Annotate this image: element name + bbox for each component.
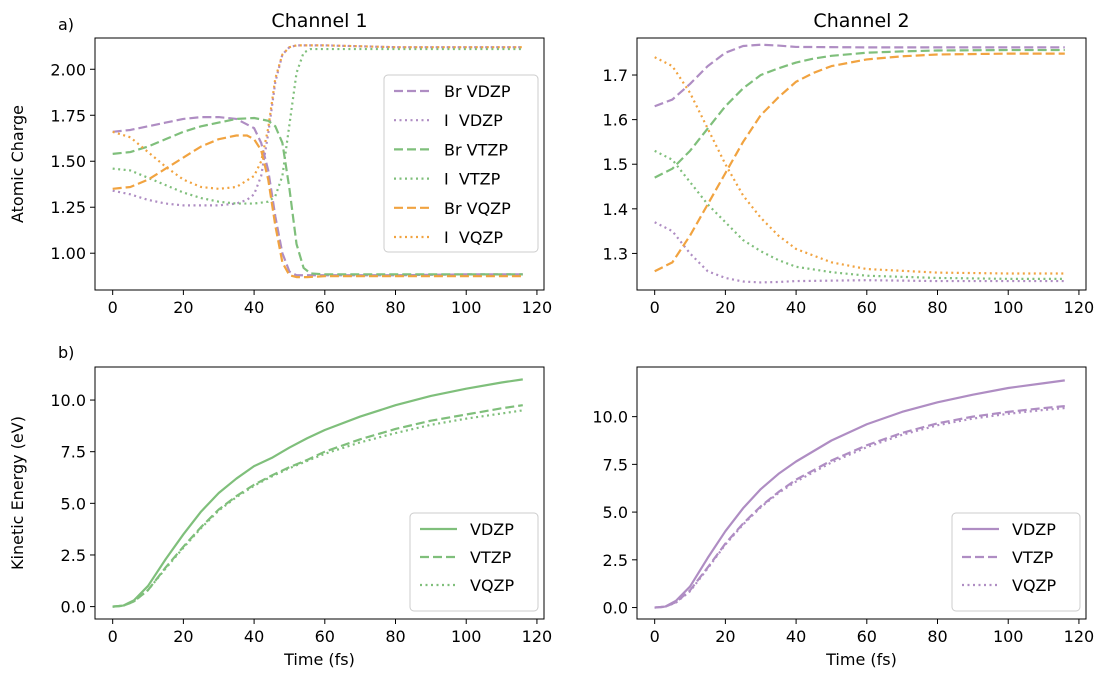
x-axis-label: Time (fs) bbox=[283, 650, 355, 669]
series-line-i-vdzp bbox=[654, 221, 1065, 284]
series-line-vqzp bbox=[654, 406, 1065, 609]
plot-frame bbox=[94, 366, 545, 620]
x-tick-label: 60 bbox=[315, 298, 335, 317]
x-tick-label: 20 bbox=[715, 298, 735, 317]
legend-label: VQZP bbox=[1012, 576, 1057, 595]
y-tick-label: 1.4 bbox=[603, 200, 628, 219]
legend-label: VQZP bbox=[470, 576, 515, 595]
x-tick-label: 60 bbox=[857, 627, 877, 646]
chart-title: Channel 2 bbox=[813, 10, 909, 32]
x-tick-label: 100 bbox=[451, 298, 482, 317]
legend: Br VDZP I VDZP Br VTZP I VTZP Br VQZP I VQZP bbox=[383, 74, 539, 253]
series-line-i-vdzp bbox=[112, 44, 523, 207]
legend-box bbox=[383, 74, 539, 253]
y-tick-label: 1.00 bbox=[50, 244, 86, 263]
legend-label: VDZP bbox=[470, 520, 514, 539]
x-tick-label: 120 bbox=[1064, 298, 1095, 317]
x-tick-label: 0 bbox=[108, 627, 118, 646]
y-tick-label: 1.25 bbox=[50, 198, 86, 217]
legend-label: Br VTZP bbox=[444, 140, 508, 159]
y-tick-label: 2.5 bbox=[61, 546, 86, 565]
x-tick-label: 60 bbox=[857, 298, 877, 317]
legend: VDZP VTZP VQZP bbox=[951, 512, 1081, 612]
x-tick-label: 20 bbox=[173, 627, 193, 646]
legend-label: VTZP bbox=[470, 548, 512, 567]
series-line-br-vdzp bbox=[654, 43, 1065, 108]
y-tick-label: 1.75 bbox=[50, 106, 86, 125]
y-tick-label: 1.7 bbox=[603, 66, 628, 85]
y-axis-label: Atomic Charge bbox=[8, 105, 27, 223]
x-tick-label: 80 bbox=[927, 627, 947, 646]
y-tick-label: 5.0 bbox=[61, 494, 86, 513]
x-tick-label: 0 bbox=[650, 627, 660, 646]
series-line-i-vqzp bbox=[112, 44, 523, 190]
plot-frame bbox=[94, 37, 545, 291]
y-tick-label: 7.5 bbox=[61, 443, 86, 462]
chart-kinetic-energy-channel-1: 0 20 40 60 80 100 120 0.0 2.5 5.0 7.5 10.0 Time (fs)… bbox=[8, 366, 553, 669]
series-line-br-vqzp bbox=[112, 134, 523, 279]
y-tick-label: 0.0 bbox=[61, 598, 86, 617]
series-line-vdzp bbox=[112, 378, 523, 608]
legend-label: I VDZP bbox=[444, 111, 503, 130]
x-tick-label: 0 bbox=[108, 298, 118, 317]
chart-kinetic-energy-channel-2: 0 20 40 60 80 100 120 0.0 2.5 5.0 7.5 10.0 Time (fs)… bbox=[592, 366, 1095, 669]
y-tick-label: 7.5 bbox=[603, 455, 628, 474]
x-tick-label: 100 bbox=[993, 627, 1024, 646]
y-axis-label: Kinetic Energy (eV) bbox=[8, 416, 27, 570]
chart-charge-channel-1: 0 20 40 60 80 100 120 1.00 1.25 1.50 1.75 2.00 Chann… bbox=[8, 10, 552, 317]
panel-label-b: b) bbox=[58, 343, 74, 362]
legend-label: I VTZP bbox=[444, 170, 501, 189]
legend-label: Br VDZP bbox=[444, 82, 511, 101]
panel-label-a: a) bbox=[58, 15, 74, 34]
series-line-vqzp bbox=[112, 409, 523, 608]
legend-label: I VQZP bbox=[444, 228, 503, 247]
series-line-vdzp bbox=[654, 379, 1065, 609]
x-tick-label: 80 bbox=[385, 298, 405, 317]
y-tick-label: 1.50 bbox=[50, 152, 86, 171]
x-tick-label: 60 bbox=[315, 627, 335, 646]
chart-title: Channel 1 bbox=[271, 10, 367, 32]
series-line-br-vtzp bbox=[112, 116, 523, 276]
legend-label: Br VQZP bbox=[444, 199, 511, 218]
legend: VDZP VTZP VQZP bbox=[409, 512, 539, 612]
x-tick-label: 100 bbox=[451, 627, 482, 646]
x-tick-label: 40 bbox=[786, 627, 806, 646]
legend-box bbox=[951, 512, 1081, 612]
y-tick-label: 5.0 bbox=[603, 503, 628, 522]
legend-box bbox=[409, 512, 539, 612]
x-tick-label: 40 bbox=[244, 298, 264, 317]
x-tick-label: 100 bbox=[993, 298, 1024, 317]
series-line-i-vqzp bbox=[654, 56, 1065, 275]
legend-label: VTZP bbox=[1012, 548, 1054, 567]
x-tick-label: 120 bbox=[522, 627, 553, 646]
x-tick-label: 0 bbox=[650, 298, 660, 317]
x-axis-label: Time (fs) bbox=[825, 650, 897, 669]
x-tick-label: 40 bbox=[786, 298, 806, 317]
y-tick-label: 1.5 bbox=[603, 155, 628, 174]
y-tick-label: 0.0 bbox=[603, 599, 628, 618]
series-line-vtzp bbox=[654, 405, 1065, 609]
chart-charge-channel-2: 0 20 40 60 80 100 120 1.3 1.4 1.5 1.6 1.7 Channel 2 bbox=[603, 10, 1095, 317]
series-line-br-vtzp bbox=[654, 48, 1065, 179]
x-tick-label: 80 bbox=[927, 298, 947, 317]
x-tick-label: 120 bbox=[522, 298, 553, 317]
x-tick-label: 20 bbox=[715, 627, 735, 646]
y-tick-label: 1.3 bbox=[603, 244, 628, 263]
y-tick-label: 10.0 bbox=[50, 391, 86, 410]
series-line-i-vtzp bbox=[654, 149, 1065, 280]
x-tick-label: 40 bbox=[244, 627, 264, 646]
y-tick-label: 2.5 bbox=[603, 551, 628, 570]
x-tick-label: 20 bbox=[173, 298, 193, 317]
y-tick-label: 2.00 bbox=[50, 60, 86, 79]
series-line-br-vqzp bbox=[654, 52, 1065, 273]
x-tick-label: 80 bbox=[385, 627, 405, 646]
series-line-i-vtzp bbox=[112, 47, 523, 205]
legend-label: VDZP bbox=[1012, 520, 1056, 539]
plot-frame bbox=[636, 37, 1087, 291]
y-tick-label: 10.0 bbox=[592, 408, 628, 427]
y-tick-label: 1.6 bbox=[603, 111, 628, 130]
x-tick-label: 120 bbox=[1064, 627, 1095, 646]
plot-frame bbox=[636, 366, 1087, 620]
